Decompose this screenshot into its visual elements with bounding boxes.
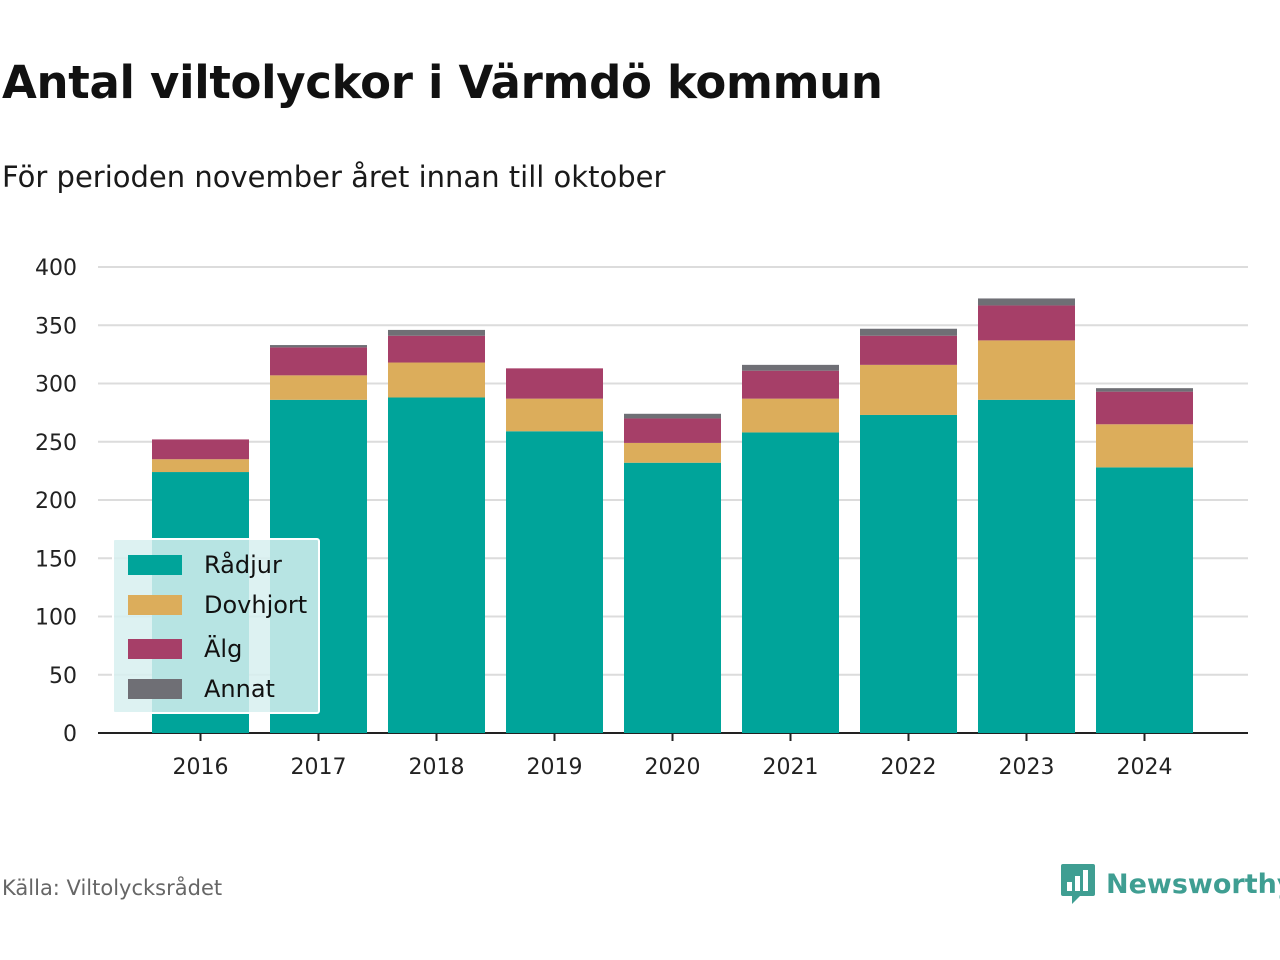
bar-segment	[270, 347, 367, 376]
bar-segment	[742, 432, 839, 733]
brand-name: Newsworthy	[1106, 868, 1280, 900]
legend-swatch	[128, 555, 182, 575]
x-tick-label: 2023	[999, 755, 1055, 780]
bar-segment	[624, 413, 721, 419]
bar-segment	[1096, 467, 1193, 733]
legend-item: Rådjur	[128, 550, 282, 580]
bar-segment	[860, 335, 957, 365]
x-tick-label: 2024	[1117, 755, 1173, 780]
x-tick-label: 2020	[645, 755, 701, 780]
bar-segment	[624, 442, 721, 463]
y-tick-label: 50	[49, 664, 77, 689]
bar-segment	[978, 305, 1075, 341]
bar-segment	[388, 335, 485, 363]
bar-segment	[388, 362, 485, 398]
bar-segment	[388, 397, 485, 733]
newsworthy-logo-icon	[1061, 864, 1095, 904]
bar-segment	[742, 364, 839, 371]
legend: Rådjur Dovhjort Älg Annat	[112, 538, 320, 714]
bar-segment	[978, 340, 1075, 400]
bar-segment	[860, 414, 957, 733]
legend-label: Annat	[204, 675, 275, 703]
x-tick-label: 2019	[527, 755, 583, 780]
y-tick-label: 200	[35, 489, 77, 514]
legend-label: Rådjur	[204, 551, 282, 579]
bar-segment	[388, 329, 485, 336]
bar-segment	[978, 298, 1075, 306]
y-tick-label: 400	[35, 256, 77, 281]
bar-segment	[270, 345, 367, 348]
legend-swatch	[128, 679, 182, 699]
x-tick-label: 2021	[763, 755, 819, 780]
legend-item: Älg	[128, 634, 242, 664]
y-tick-label: 0	[63, 722, 77, 747]
brand-logo: Newsworthy	[1060, 862, 1280, 906]
y-tick-label: 100	[35, 606, 77, 631]
bar-segment	[1096, 424, 1193, 468]
legend-label: Dovhjort	[204, 591, 308, 619]
bar-segment	[506, 398, 603, 432]
legend-label: Älg	[204, 635, 243, 663]
legend-item: Annat	[128, 674, 275, 704]
y-tick-label: 150	[35, 547, 77, 572]
x-tick-label: 2016	[173, 755, 229, 780]
source-note: Källa: Viltolycksrådet	[2, 876, 223, 900]
y-tick-label: 350	[35, 314, 77, 339]
legend-swatch	[128, 639, 182, 659]
bar-segment	[860, 364, 957, 415]
chart-subtitle: För perioden november året innan till ok…	[2, 160, 666, 194]
legend-swatch	[128, 595, 182, 615]
bar-segment	[742, 370, 839, 399]
bar-segment	[1096, 388, 1193, 392]
bar-segment	[1096, 391, 1193, 425]
x-tick-label: 2017	[291, 755, 347, 780]
bar-segment	[506, 431, 603, 733]
bar-segment	[978, 399, 1075, 733]
bar-segment	[270, 375, 367, 400]
x-tick-label: 2022	[881, 755, 937, 780]
bar-segment	[742, 398, 839, 433]
bar-segment	[860, 328, 957, 336]
x-axis-ticks: 2016 2017 2018 2019 2020 2021 2022 2023 2024	[173, 733, 1173, 780]
bar-segment	[152, 439, 249, 460]
bar-segment	[506, 368, 603, 399]
bar-segment	[624, 418, 721, 443]
y-axis-ticks: 0 50 100 150 200 250 300 350 400	[35, 256, 77, 747]
y-tick-label: 250	[35, 431, 77, 456]
x-tick-label: 2018	[409, 755, 465, 780]
legend-item: Dovhjort	[128, 590, 307, 620]
bar-segment	[624, 462, 721, 733]
bar-segment	[152, 459, 249, 473]
chart-title: Antal viltolyckor i Värmdö kommun	[2, 56, 883, 109]
y-tick-label: 300	[35, 373, 77, 398]
